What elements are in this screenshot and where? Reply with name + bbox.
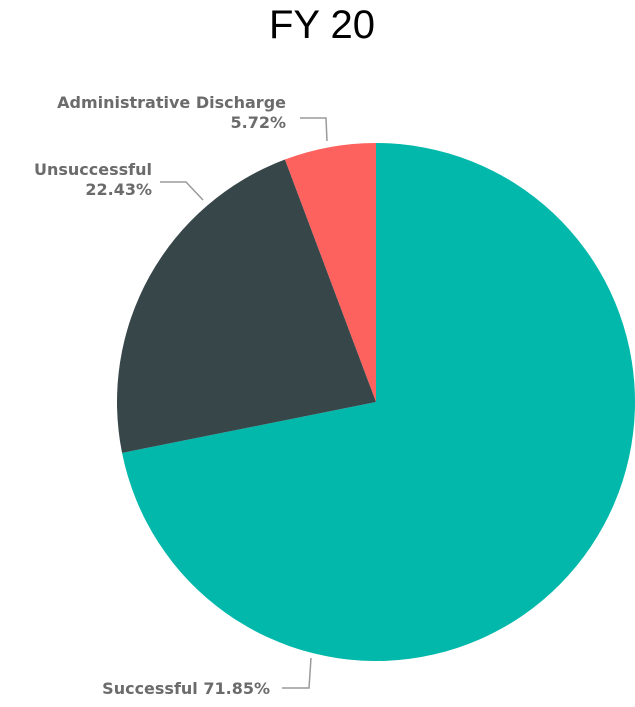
data-label-administrative-discharge: Administrative Discharge 5.72% bbox=[57, 93, 286, 132]
slice-administrative-discharge[interactable] bbox=[284, 143, 376, 402]
leader-line-successful bbox=[282, 657, 312, 689]
data-label-successful: Successful 71.85% bbox=[102, 679, 270, 698]
chart-title: FY 20 bbox=[269, 3, 375, 47]
leader-line-administrative-discharge bbox=[300, 117, 328, 142]
data-label-unsuccessful: Unsuccessful 22.43% bbox=[34, 160, 152, 199]
slice-unsuccessful[interactable] bbox=[117, 159, 377, 453]
slice-successful[interactable] bbox=[122, 143, 635, 661]
leader-line-unsuccessful bbox=[160, 181, 204, 201]
